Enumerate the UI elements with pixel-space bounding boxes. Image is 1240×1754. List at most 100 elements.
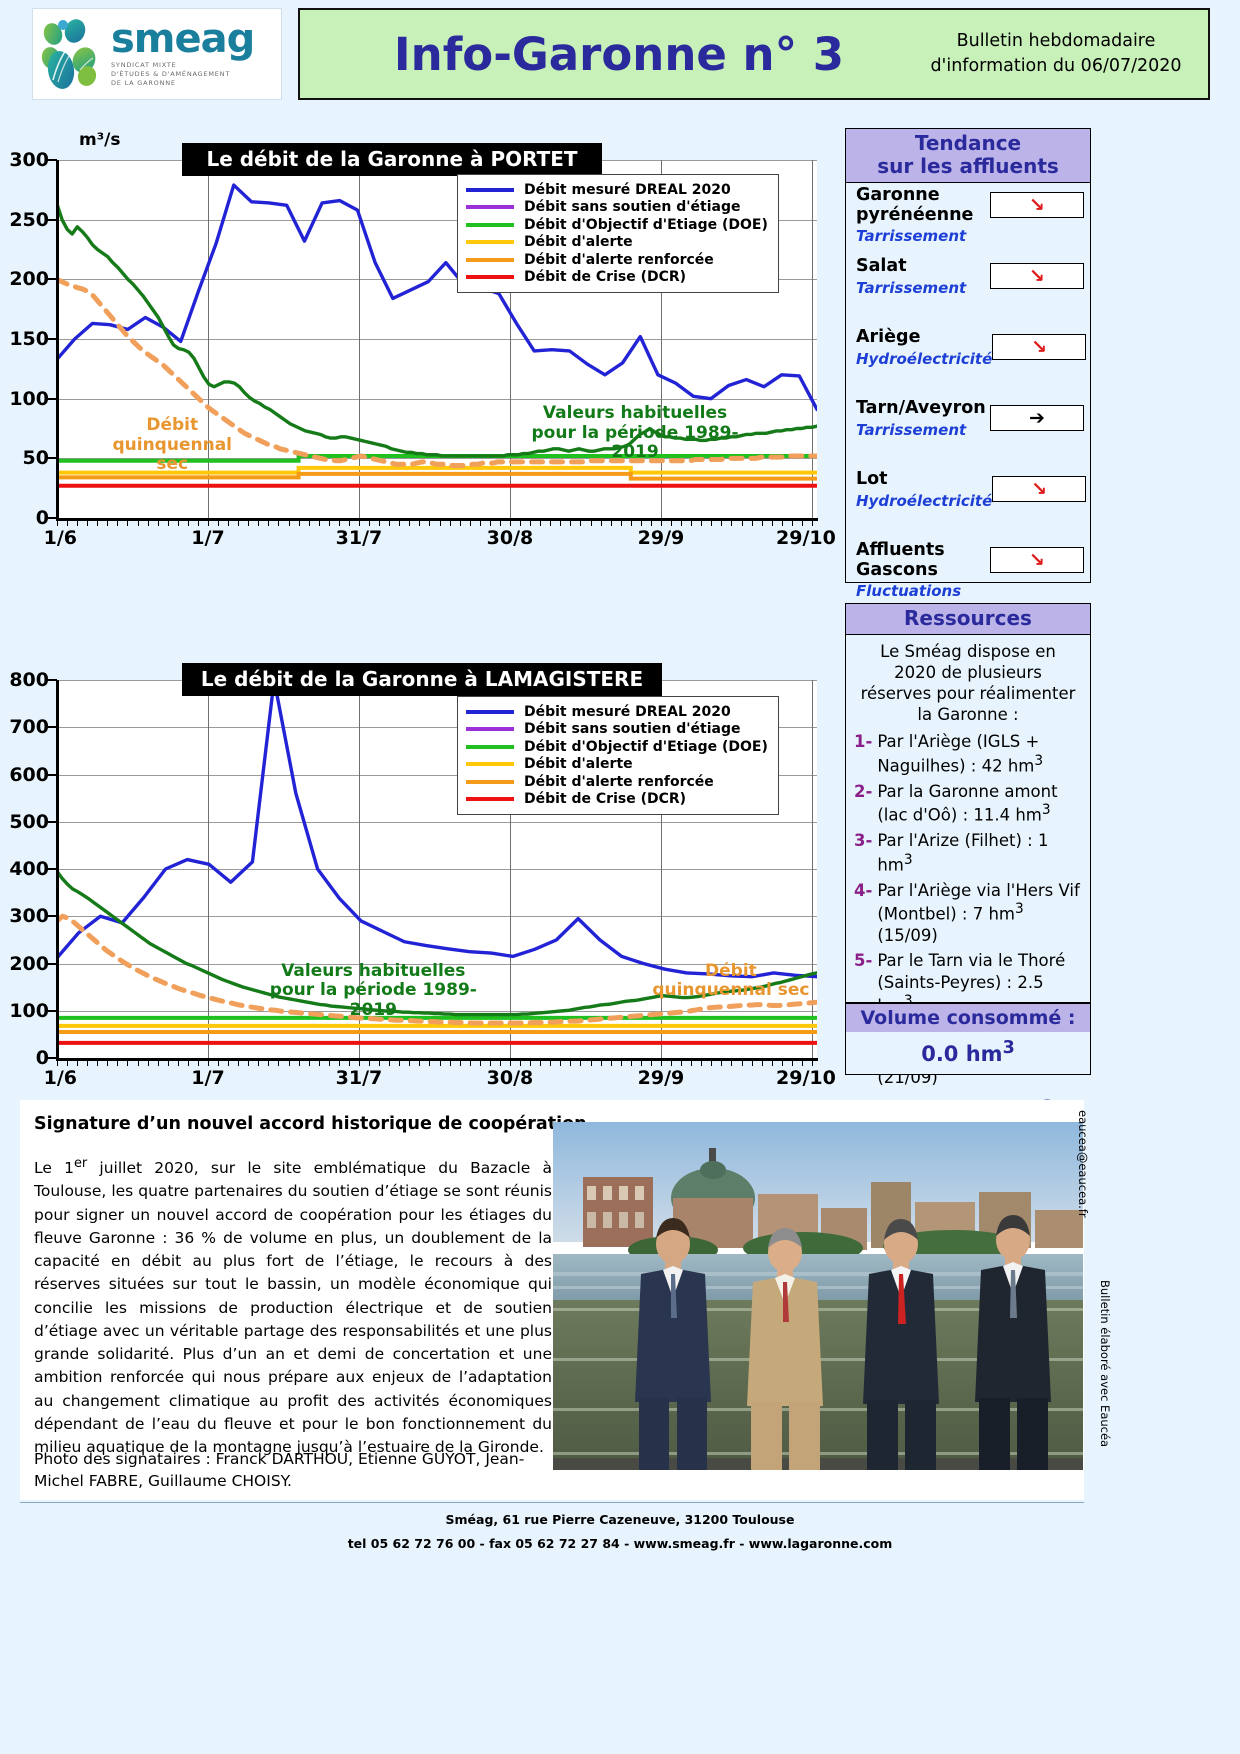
y-axis-tick-label: 600 [9,763,49,786]
arrow-down-right-icon: ↘ [1029,264,1045,287]
legend-color-swatch [466,727,514,732]
x-axis-tick-label: 29/9 [637,1067,685,1089]
y-axis-tick-mark [48,820,57,823]
x-axis-tick-label: 31/7 [335,527,383,549]
y-axis-tick-mark [48,1057,57,1059]
trend-arrow-box: ↘ [990,192,1084,218]
gridline-horizontal [57,821,817,823]
gridline-vertical [207,680,209,1058]
trend-panel: Tendance sur les affluents Garonne pyrén… [845,128,1091,600]
legend-item: Débit d'Objectif d'Etiage (DOE) [466,216,768,234]
threshold-line [57,465,817,475]
photo-credit-email: eaucea@eaucea.fr [1076,1110,1090,1218]
y-axis-tick-label: 200 [9,268,49,291]
trend-row: Ariège Hydroélectricité ↘ [846,325,1090,396]
legend-color-swatch [466,709,514,714]
gridline-vertical [358,160,360,518]
arrow-down-right-icon: ↘ [1031,477,1048,500]
x-axis-tick-label: 29/9 [637,527,685,549]
chart-portet-plot-area [57,160,817,518]
bulletin-subtitle-line2: d'information du 06/07/2020 [930,56,1182,76]
resource-item-number: 5- [854,951,873,971]
trend-arrow-box: ➔ [990,405,1084,431]
y-axis-tick-mark [48,773,57,776]
resource-item-number: 1- [854,732,873,752]
volume-value: 0.0 hm3 [921,1038,1015,1066]
legend-item: Débit d'alerte [466,756,768,774]
y-axis-tick-label: 700 [9,716,49,739]
resource-item-text: Par l'Ariège (IGLS + Naguilhes) : 42 hm3 [877,732,1044,776]
y-axis-tick-label: 0 [35,1047,49,1069]
arrow-down-right-icon: ↘ [1029,548,1045,571]
arrow-down-right-icon: ↘ [1031,335,1048,358]
leaves-logo-icon [39,18,105,90]
trend-row: Lot Hydroélectricité ↘ [846,467,1090,538]
trend-row-labels: Salat Tarrissement [856,256,990,297]
gridline-vertical [660,160,662,518]
x-axis-tick-label: 1/7 [191,527,225,549]
y-axis-tick-mark [48,962,57,965]
chart-annotation: Débit quinquennal sec [112,415,232,475]
data-series-line [57,202,817,458]
y-axis-tick-mark [48,397,57,400]
trend-river-name: Tarn/Aveyron [856,398,986,418]
chart-annotation: Débit quinquennal sec [652,960,810,1001]
legend-item: Débit d'alerte [466,234,768,252]
gridline-vertical [660,680,662,1058]
legend-item: Débit mesuré DREAL 2020 [466,703,768,721]
trend-river-state: Tarrissement [856,278,967,297]
trend-row-labels: Lot Hydroélectricité [856,469,993,510]
gridline-vertical [207,160,209,518]
trend-row: Affluents Gascons Fluctuations ↘ [846,538,1090,609]
legend-item-label: Débit mesuré DREAL 2020 [524,181,731,198]
x-axis-minor-ticks [57,1061,817,1067]
gridline-horizontal [57,869,817,870]
legend-color-swatch [466,222,514,227]
page-title: Info-Garonne n° 3 [393,27,845,81]
y-axis-tick-label: 200 [9,952,49,975]
gridline-vertical [509,160,511,518]
y-axis-tick-mark [48,1009,57,1012]
gridline-horizontal [57,339,817,340]
resources-intro: Le Sméag dispose en 2020 de plusieurs ré… [860,642,1076,725]
chart-lamagistere-series-svg [57,680,817,1045]
legend-item-label: Débit d'Objectif d'Etiage (DOE) [524,738,768,755]
y-axis-tick-mark [48,278,57,281]
data-series-line [57,913,817,1026]
logo-subtitle: SYNDICAT MIXTE D'ÉTUDES & D'AMÉNAGEMENT … [111,61,254,87]
x-axis-tick-label: 31/7 [335,1067,383,1089]
trend-panel-title: Tendance sur les affluents [846,129,1090,183]
y-axis-tick-mark [48,726,57,729]
bulletin-subtitle: Bulletin hebdomadaire d'information du 0… [908,29,1208,80]
trend-row: Salat Tarrissement ↘ [846,254,1090,325]
arrow-down-right-icon: ↘ [1029,193,1045,216]
trend-row-labels: Ariège Hydroélectricité [856,327,993,368]
y-axis-tick-label: 150 [9,328,49,350]
threshold-line [57,453,817,463]
trend-row: Garonne pyrénéenne Tarrissement ↘ [846,183,1090,254]
legend-item-label: Débit de Crise (DCR) [524,791,687,808]
resource-item: 4- Par l'Ariège via l'Hers Vif (Montbel) … [846,876,1090,947]
trend-rows: Garonne pyrénéenne Tarrissement ↘ Salat Tarr… [846,183,1090,609]
trend-river-state: Hydroélectricité [856,491,993,510]
y-axis-tick-mark [48,517,57,519]
legend-color-swatch [466,275,514,280]
article-section: Signature d’un nouvel accord historique … [20,1100,1084,1500]
y-axis-tick-label: 100 [9,999,49,1022]
gridline-horizontal [57,963,817,965]
trend-river-name: Garonne pyrénéenne [856,185,974,225]
gridline-horizontal [57,279,817,281]
trend-river-state: Hydroélectricité [856,349,993,368]
legend-item: Débit de Crise (DCR) [466,269,768,287]
gridline-horizontal [57,458,817,460]
legend-item-label: Débit de Crise (DCR) [524,269,687,286]
gridline-vertical [811,680,813,1058]
legend-color-swatch [466,187,514,192]
resource-item: 5- Par le Tarn via le Thoré (Saints-Peyre… [846,946,1090,1017]
footer-address: Sméag, 61 rue Pierre Cazeneuve, 31200 To… [445,1512,795,1527]
footer-contact: tel 05 62 72 76 00 - fax 05 62 72 27 84 … [347,1535,893,1551]
legend-color-swatch [466,257,514,262]
legend-color-swatch [466,797,514,802]
x-axis-tick-label: 1/6 [43,527,78,549]
data-series-line [57,183,817,412]
